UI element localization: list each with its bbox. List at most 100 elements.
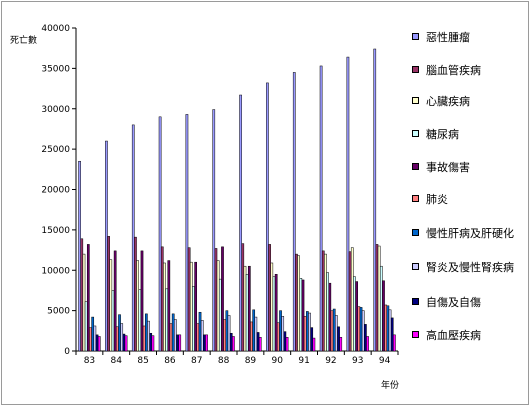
legend-swatch bbox=[412, 229, 419, 236]
bar-93-9 bbox=[366, 336, 369, 352]
bar-86-0 bbox=[158, 116, 162, 352]
x-tick-label: 86 bbox=[164, 356, 176, 366]
bar-88-2 bbox=[216, 260, 220, 352]
bar-86-5 bbox=[169, 323, 173, 352]
bar-92-8 bbox=[337, 326, 340, 352]
bar-91-2 bbox=[297, 255, 300, 352]
bar-88-0 bbox=[212, 109, 216, 352]
x-axis-label: 年份 bbox=[381, 381, 400, 391]
y-tick-label: 5000 bbox=[47, 307, 70, 317]
bar-86-1 bbox=[160, 246, 164, 352]
bar-88-6 bbox=[225, 310, 229, 352]
x-tick-label: 93 bbox=[352, 356, 363, 366]
bar-93-3 bbox=[353, 276, 356, 352]
bar-90-3 bbox=[272, 276, 276, 352]
bar-84-5 bbox=[116, 326, 119, 352]
bar-88-9 bbox=[232, 336, 235, 352]
legend-label: 糖尿病 bbox=[426, 128, 459, 141]
bar-89-9 bbox=[258, 337, 262, 352]
x-tick-label: 90 bbox=[272, 356, 284, 366]
bar-90-9 bbox=[285, 337, 289, 352]
bar-94-2 bbox=[377, 245, 381, 352]
bar-93-2 bbox=[350, 247, 354, 352]
bar-88-3 bbox=[218, 278, 222, 352]
bar-84-4 bbox=[113, 250, 117, 352]
y-tick-label: 20000 bbox=[41, 186, 70, 196]
x-tick-label: 92 bbox=[325, 356, 336, 366]
x-tick-label: 94 bbox=[379, 356, 391, 366]
bar-91-3 bbox=[299, 278, 303, 352]
bar-90-1 bbox=[268, 244, 271, 352]
bar-94-0 bbox=[373, 48, 377, 352]
bar-83-9 bbox=[97, 336, 101, 352]
bar-90-7 bbox=[281, 316, 285, 352]
bar-90-4 bbox=[274, 274, 278, 352]
bar-94-1 bbox=[375, 244, 379, 352]
bars bbox=[78, 48, 396, 352]
bar-85-9 bbox=[151, 335, 155, 352]
bar-85-2 bbox=[136, 260, 139, 352]
legend-swatch bbox=[412, 97, 419, 104]
bar-91-0 bbox=[292, 72, 296, 352]
bar-90-2 bbox=[270, 262, 274, 352]
bar-86-9 bbox=[178, 334, 182, 352]
bar-87-2 bbox=[189, 261, 193, 352]
legend-swatch bbox=[412, 195, 419, 202]
bar-87-3 bbox=[192, 286, 195, 352]
legend-label: 腦血管疾病 bbox=[426, 64, 481, 77]
bar-92-3 bbox=[326, 272, 329, 352]
bar-83-2 bbox=[82, 253, 86, 352]
bar-85-4 bbox=[140, 250, 144, 352]
bar-93-6 bbox=[359, 307, 363, 352]
legend-label: 自傷及自傷 bbox=[426, 296, 481, 309]
bar-91-6 bbox=[306, 311, 309, 352]
legend-swatch bbox=[412, 33, 419, 40]
bar-89-5 bbox=[250, 321, 253, 352]
bar-93-4 bbox=[355, 281, 359, 352]
bar-84-7 bbox=[120, 323, 124, 352]
legend-swatch bbox=[412, 331, 419, 338]
bar-86-7 bbox=[174, 319, 177, 352]
bar-87-6 bbox=[198, 311, 202, 352]
bar-86-2 bbox=[163, 262, 166, 352]
y-tick-label: 10000 bbox=[41, 266, 70, 276]
bar-89-6 bbox=[252, 309, 256, 352]
bar-92-1 bbox=[321, 250, 325, 352]
bar-89-2 bbox=[243, 265, 247, 352]
bar-88-5 bbox=[223, 319, 227, 352]
bar-85-1 bbox=[134, 236, 137, 352]
bar-87-7 bbox=[200, 320, 204, 352]
bar-83-3 bbox=[84, 301, 88, 352]
x-tick-label: 87 bbox=[191, 356, 202, 366]
bar-87-8 bbox=[203, 334, 206, 352]
bar-88-4 bbox=[221, 246, 224, 352]
bar-87-4 bbox=[194, 261, 198, 352]
bar-90-0 bbox=[266, 82, 269, 352]
bar-94-3 bbox=[379, 265, 383, 352]
legend-swatch bbox=[412, 66, 419, 73]
bar-94-7 bbox=[388, 309, 392, 352]
bar-84-6 bbox=[118, 314, 121, 352]
legend-label: 肺炎 bbox=[426, 193, 448, 206]
bar-87-5 bbox=[196, 323, 200, 352]
bar-94-8 bbox=[390, 317, 394, 352]
bar-84-9 bbox=[124, 335, 128, 352]
bar-85-0 bbox=[131, 124, 135, 352]
bar-83-7 bbox=[93, 325, 97, 352]
legend-swatch bbox=[412, 298, 419, 305]
bar-89-4 bbox=[247, 265, 251, 352]
x-tick-label: 83 bbox=[84, 356, 95, 366]
bar-89-8 bbox=[256, 332, 260, 352]
bar-91-1 bbox=[295, 253, 298, 352]
x-tick-label: 89 bbox=[245, 356, 257, 366]
bar-92-5 bbox=[330, 310, 334, 352]
bar-92-7 bbox=[335, 315, 338, 352]
x-tick-label: 91 bbox=[298, 356, 309, 366]
y-tick-label: 25000 bbox=[41, 145, 70, 155]
legend-swatch bbox=[412, 263, 419, 270]
bar-83-1 bbox=[80, 238, 84, 352]
bar-83-5 bbox=[89, 327, 92, 352]
bar-87-9 bbox=[205, 334, 208, 352]
bar-93-1 bbox=[348, 251, 352, 352]
bar-91-7 bbox=[308, 312, 311, 352]
